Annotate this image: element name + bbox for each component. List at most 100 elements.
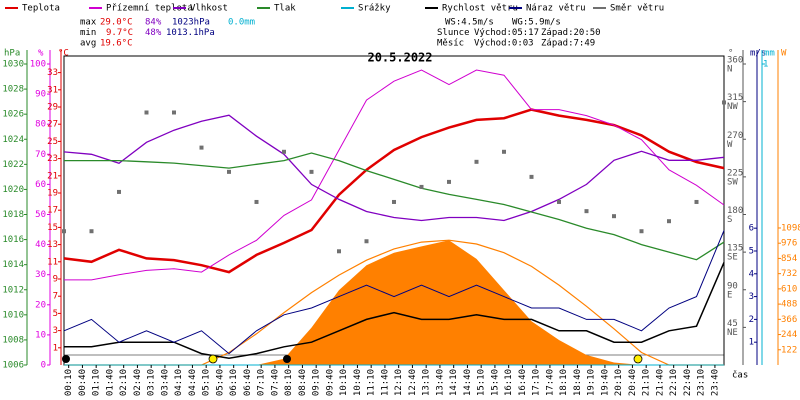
series-line xyxy=(64,69,725,281)
y-tick-label: 1024 xyxy=(2,135,24,145)
y-tick-label: 1008 xyxy=(2,335,24,345)
x-tick-label: 23:40 xyxy=(710,369,720,396)
y-tick-label: 9 xyxy=(53,275,58,285)
info-text: Východ:0:03 xyxy=(474,39,534,49)
x-tick-label: 10:10 xyxy=(339,369,349,396)
y-tick-label: 3 xyxy=(749,292,754,302)
x-tick-label: 12:40 xyxy=(408,369,418,396)
x-tick-label: 13:40 xyxy=(435,369,445,396)
x-tick-label: 09:10 xyxy=(312,369,322,396)
x-tick-label: 14:10 xyxy=(449,369,459,396)
stat-value: 48% xyxy=(145,28,162,38)
x-tick-label: 04:40 xyxy=(188,369,198,396)
series-line xyxy=(63,230,725,355)
direction-point xyxy=(612,214,616,219)
series-line xyxy=(64,152,725,261)
y-tick-label: 244 xyxy=(781,330,797,340)
direction-point xyxy=(62,229,66,234)
y-tick-label: 135 xyxy=(727,244,743,254)
y-tick-label: 366 xyxy=(781,315,797,325)
x-tick-label: 06:40 xyxy=(243,369,253,396)
direction-point xyxy=(144,110,149,115)
info-text: Slunce xyxy=(437,28,470,38)
x-tick-label: 20:10 xyxy=(614,369,624,396)
y-tick-label: 1 xyxy=(763,60,768,70)
y-tick-label: 30 xyxy=(35,270,46,280)
x-tick-label: 22:40 xyxy=(683,369,693,396)
direction-point xyxy=(254,199,259,204)
x-tick-label: 02:40 xyxy=(133,369,143,396)
legend-label: Teplota xyxy=(22,4,60,14)
axis-unit: hPa xyxy=(4,49,20,59)
y-tick-label: 1028 xyxy=(2,85,24,95)
direction-point xyxy=(282,149,286,154)
direction-point xyxy=(89,229,94,234)
info-text: Západ:7:49 xyxy=(541,39,595,49)
y-tick-label: 25 xyxy=(47,137,58,147)
y-tick-label: 1020 xyxy=(2,185,24,195)
y-tick-label: 31 xyxy=(47,85,58,95)
sunrise-marker xyxy=(208,354,218,364)
x-tick-label: 00:40 xyxy=(78,369,88,396)
y-tick-label: 976 xyxy=(781,239,797,249)
y-tick-label: 360 xyxy=(727,56,743,66)
x-tick-label: 00:10 xyxy=(64,369,74,396)
y-tick-label: 15 xyxy=(47,223,58,233)
x-tick-label: 17:40 xyxy=(545,369,555,396)
moonrise-marker xyxy=(62,355,70,363)
y-tick-label: 225 xyxy=(727,168,743,178)
y-tick-label: 70 xyxy=(35,150,46,160)
x-tick-label: 01:40 xyxy=(105,369,115,396)
y-tick-label: 854 xyxy=(781,254,797,264)
y-tick-label: 4 xyxy=(749,269,754,279)
info-text: WG:5.9m/s xyxy=(512,18,561,28)
chart-title: 20.5.2022 xyxy=(367,51,432,65)
direction-point xyxy=(639,229,644,234)
y-tick-label: 80 xyxy=(35,120,46,130)
direction-label: N xyxy=(727,65,732,75)
direction-point xyxy=(392,199,396,204)
axis-unit: m/s xyxy=(750,49,766,59)
legend-label: Tlak xyxy=(274,4,296,14)
y-tick-label: 60 xyxy=(35,180,46,190)
x-tick-label: 12:10 xyxy=(394,369,404,396)
y-tick-label: 610 xyxy=(781,284,797,294)
direction-point xyxy=(419,184,424,189)
legend-label: Směr větru xyxy=(610,4,664,14)
x-tick-label: 08:10 xyxy=(284,369,294,396)
x-tick-label: 18:40 xyxy=(573,369,583,396)
direction-label: SE xyxy=(727,253,738,263)
stat-value: 19.6°C xyxy=(100,39,133,49)
y-tick-label: 1 xyxy=(749,338,754,348)
x-tick-label: 18:10 xyxy=(559,369,569,396)
axis-unit: mm xyxy=(764,49,775,59)
direction-point xyxy=(337,249,341,254)
y-tick-label: 50 xyxy=(35,210,46,220)
x-tick-label: 11:10 xyxy=(367,369,377,396)
direction-point xyxy=(364,239,369,244)
x-tick-label: 06:10 xyxy=(229,369,239,396)
direction-point xyxy=(227,169,231,174)
x-tick-label: 10:40 xyxy=(353,369,363,396)
y-tick-label: 315 xyxy=(727,93,743,103)
y-tick-label: 21 xyxy=(47,171,58,181)
x-tick-label: 17:10 xyxy=(532,369,542,396)
axis-unit: % xyxy=(38,49,44,59)
y-tick-label: 11 xyxy=(47,257,58,267)
y-tick-label: 1016 xyxy=(2,235,24,245)
x-tick-label: 15:10 xyxy=(477,369,487,396)
stat-value: 84% xyxy=(145,18,162,28)
y-tick-label: 1022 xyxy=(2,160,24,170)
y-tick-label: 33 xyxy=(47,68,58,78)
stat-value: max xyxy=(80,18,97,28)
direction-point xyxy=(502,149,506,154)
x-tick-label: 07:10 xyxy=(257,369,267,396)
direction-point xyxy=(474,159,479,164)
x-tick-label: 14:40 xyxy=(463,369,473,396)
x-axis-label: čas xyxy=(732,370,748,381)
x-tick-label: 16:10 xyxy=(504,369,514,396)
y-tick-label: 7 xyxy=(53,292,58,302)
axis-unit: W xyxy=(781,49,787,59)
axis-unit: ° xyxy=(728,49,733,59)
